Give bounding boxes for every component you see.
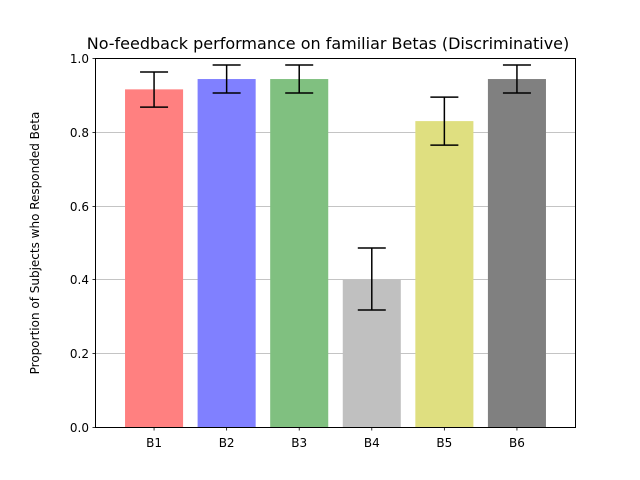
y-axis-ticks: 0.0 0.2 0.4 0.6 0.8 1.0 bbox=[70, 52, 96, 435]
bar-b5 bbox=[415, 121, 474, 427]
y-tick-label: 0.0 bbox=[70, 421, 89, 435]
bar-b6 bbox=[487, 79, 546, 428]
y-tick-label: 0.8 bbox=[70, 126, 89, 140]
y-tick-label: 0.4 bbox=[70, 273, 89, 287]
bars bbox=[125, 79, 546, 428]
x-tick-label: B4 bbox=[364, 436, 380, 450]
chart-title: No-feedback performance on familiar Beta… bbox=[87, 34, 570, 53]
x-axis-ticks: B1 B2 B3 B4 B5 B6 bbox=[146, 427, 525, 450]
bar-b3 bbox=[270, 79, 329, 428]
y-axis-label: Proportion of Subjects who Responded Bet… bbox=[28, 112, 42, 375]
x-tick-label: B2 bbox=[219, 436, 235, 450]
x-tick-label: B6 bbox=[509, 436, 525, 450]
y-tick-label: 0.2 bbox=[70, 347, 89, 361]
y-tick-label: 0.6 bbox=[70, 200, 89, 214]
x-tick-label: B5 bbox=[436, 436, 452, 450]
plot-frame bbox=[95, 58, 576, 428]
bar-b2 bbox=[197, 79, 256, 428]
y-tick-label: 1.0 bbox=[70, 52, 89, 66]
bar-b1 bbox=[125, 89, 184, 428]
x-tick-label: B1 bbox=[146, 436, 162, 450]
error-bars bbox=[140, 64, 531, 311]
x-tick-label: B3 bbox=[291, 436, 307, 450]
